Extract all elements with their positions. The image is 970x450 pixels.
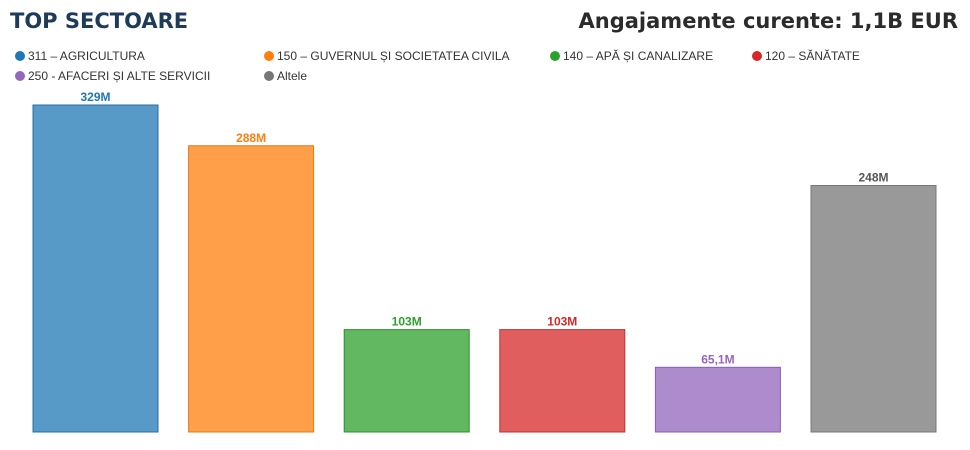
bar[interactable] bbox=[343, 329, 470, 433]
legend-label: Altele bbox=[277, 69, 308, 83]
legend-dot-icon bbox=[15, 51, 25, 61]
bar-value-label: 103M bbox=[547, 315, 577, 329]
legend-item-altele[interactable]: Altele bbox=[264, 68, 307, 84]
chart-title: TOP SECTOARE bbox=[10, 9, 189, 33]
bar-value-label: 103M bbox=[392, 315, 422, 329]
bar[interactable] bbox=[499, 329, 626, 433]
legend-label: 140 – APĂ ȘI CANALIZARE bbox=[563, 49, 714, 63]
legend-item-sanatate[interactable]: 120 – SĂNĂTATE bbox=[752, 48, 860, 64]
bar-value-label: 329M bbox=[80, 90, 110, 104]
legend-label: 120 – SĂNĂTATE bbox=[765, 49, 860, 63]
bar-value-label: 288M bbox=[236, 131, 266, 145]
legend-dot-icon bbox=[752, 51, 762, 61]
bar[interactable] bbox=[32, 104, 159, 433]
bar-value-label: 248M bbox=[858, 171, 888, 185]
legend-item-guvernul[interactable]: 150 – GUVERNUL ȘI SOCIETATEA CIVILA bbox=[264, 48, 510, 64]
legend-item-apa[interactable]: 140 – APĂ ȘI CANALIZARE bbox=[550, 48, 713, 64]
legend-dot-icon bbox=[264, 71, 274, 81]
bar[interactable] bbox=[810, 185, 937, 433]
bar[interactable] bbox=[654, 366, 781, 433]
bar[interactable] bbox=[188, 145, 315, 433]
bar-value-label: 65,1M bbox=[701, 352, 734, 366]
legend-label: 250 - AFACERI ȘI ALTE SERVICII bbox=[28, 69, 211, 83]
legend-label: 150 – GUVERNUL ȘI SOCIETATEA CIVILA bbox=[277, 49, 510, 63]
legend-dot-icon bbox=[264, 51, 274, 61]
legend-dot-icon bbox=[15, 71, 25, 81]
legend-item-agricultura[interactable]: 311 – AGRICULTURA bbox=[15, 48, 145, 64]
legend-label: 311 – AGRICULTURA bbox=[28, 49, 145, 63]
legend-item-afaceri[interactable]: 250 - AFACERI ȘI ALTE SERVICII bbox=[15, 68, 210, 84]
legend-dot-icon bbox=[550, 51, 560, 61]
total-commitments-label: Angajamente curente: 1,1B EUR bbox=[578, 9, 958, 33]
